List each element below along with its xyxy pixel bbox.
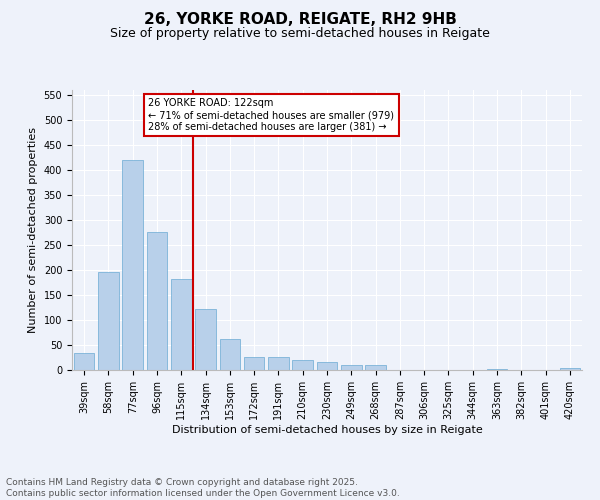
Bar [98,272,119,370]
Text: 26 YORKE ROAD: 122sqm
← 71% of semi-detached houses are smaller (979)
28% of sem: 26 YORKE ROAD: 122sqm ← 71% of semi-deta… [149,98,395,132]
X-axis label: Distribution of semi-detached houses by size in Reigate: Distribution of semi-detached houses by … [172,424,482,434]
Bar [560,368,580,370]
Bar [146,232,167,370]
Bar [122,160,143,370]
Bar [244,357,265,370]
Bar [220,339,240,370]
Bar [268,357,289,370]
Bar [171,279,191,370]
Bar [365,365,386,370]
Bar [292,360,313,370]
Text: 26, YORKE ROAD, REIGATE, RH2 9HB: 26, YORKE ROAD, REIGATE, RH2 9HB [143,12,457,28]
Bar [317,362,337,370]
Y-axis label: Number of semi-detached properties: Number of semi-detached properties [28,127,38,333]
Text: Contains HM Land Registry data © Crown copyright and database right 2025.
Contai: Contains HM Land Registry data © Crown c… [6,478,400,498]
Bar [74,352,94,370]
Bar [195,309,216,370]
Bar [341,365,362,370]
Text: Size of property relative to semi-detached houses in Reigate: Size of property relative to semi-detach… [110,28,490,40]
Bar [487,368,508,370]
